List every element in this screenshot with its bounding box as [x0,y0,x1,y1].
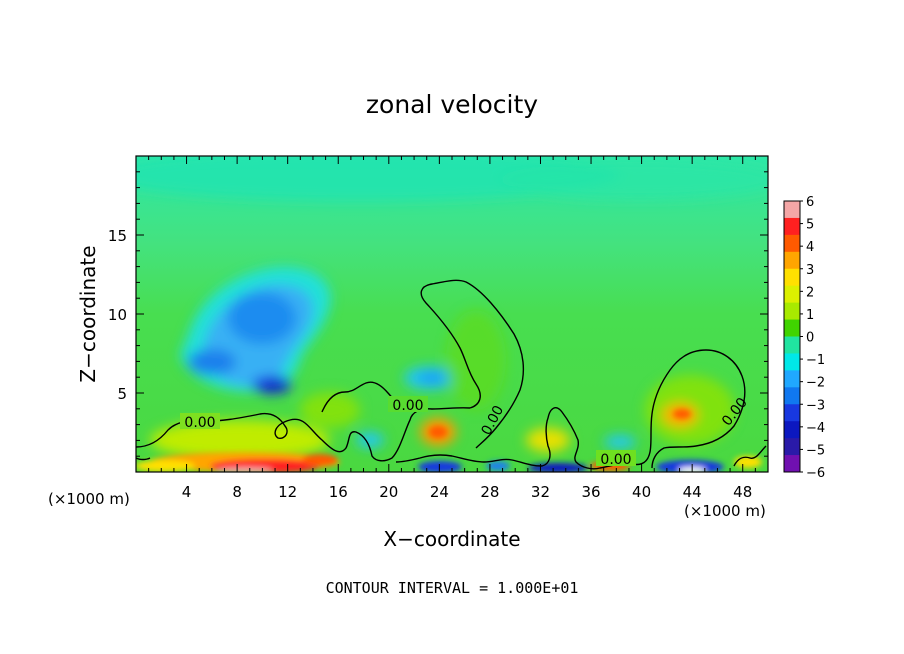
y-tick-labels: 5 10 15 [108,227,127,403]
colorbar-segment [784,285,800,304]
contour-interval-note: CONTOUR INTERVAL = 1.000E+01 [326,579,579,597]
colorbar-tick-label: −2 [806,376,825,391]
x-tick-label: 28 [480,483,499,501]
x-tick-labels: 4 8 12 16 20 24 28 32 36 40 44 48 [182,483,752,501]
colorbar-tick-label: −1 [806,353,825,368]
colorbar-segment [784,234,800,253]
colorbar-tick-label: 1 [806,308,814,323]
chart-title: zonal velocity [366,90,538,119]
x-tick-label: 12 [278,483,297,501]
colorbar-segment [784,201,800,219]
colorbar-tick-label: 0 [806,331,814,346]
colorbar-segment [784,319,800,337]
colorbar-tick-label: 2 [806,285,814,300]
contour-label: 0.00 [392,398,423,414]
colorbar-segment [784,302,800,321]
colorbar-segment [784,404,800,422]
x-tick-label: 36 [581,483,600,501]
colorbar-segment [784,336,800,354]
colorbar-segment [784,455,800,473]
contour-label: 0.00 [184,415,215,431]
y-tick-label: 15 [108,227,127,245]
y-axis-label: Z−coordinate [76,245,100,382]
colorbar-segment [784,251,800,270]
colorbar-tick-label: 3 [806,263,814,278]
colorbar-tick-label: −3 [806,398,825,413]
colorbar-tick-label: 6 [806,195,814,210]
axis-ticks [136,156,768,472]
x-tick-label: 40 [632,483,651,501]
x-unit-right: (×1000 m) [684,502,766,520]
colorbar-tick-labels: 6 5 4 3 2 1 0 −1 −2 −3 −4 −5 −6 [806,195,825,481]
x-tick-label: 44 [683,483,702,501]
colorbar [783,200,803,473]
colorbar-segment [784,387,800,405]
colorbar-tick-label: 4 [806,240,814,255]
colorbar-tick-label: −4 [806,421,825,436]
colorbar-segment [784,421,800,439]
colorbar-segment [784,370,800,388]
contour-label-backgrounds [180,396,636,466]
colorbar-segment [784,353,800,371]
colorbar-tick-label: 5 [806,218,814,233]
x-axis-label: X−coordinate [383,527,520,551]
colorbar-tick-label: −6 [806,466,825,481]
x-tick-label: 20 [379,483,398,501]
x-tick-label: 48 [733,483,752,501]
x-tick-label: 32 [531,483,550,501]
x-tick-label: 16 [329,483,348,501]
x-unit-left: (×1000 m) [48,490,130,508]
x-tick-label: 24 [430,483,449,501]
y-tick-label: 5 [117,385,127,403]
colorbar-segment [784,268,800,287]
colorbar-tick-label: −5 [806,443,825,458]
y-tick-label: 10 [108,306,127,324]
colorbar-segment [784,217,800,236]
colorbar-segment [784,438,800,456]
x-tick-label: 8 [232,483,242,501]
x-tick-label: 4 [182,483,192,501]
contour-label: 0.00 [600,452,631,468]
velocity-field [136,156,768,472]
